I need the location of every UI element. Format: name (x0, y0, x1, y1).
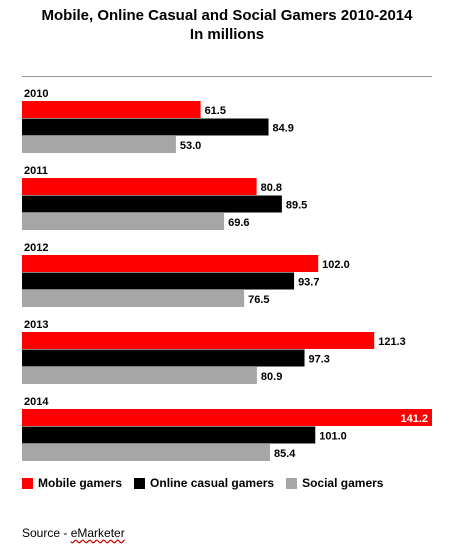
source-prefix: Source - (22, 526, 71, 540)
chart-title-line-2: In millions (189, 26, 265, 43)
bar-2013-social-gamers (22, 367, 257, 384)
legend-swatch-online-casual (134, 477, 146, 489)
legend-item-mobile: Mobile gamers (22, 476, 122, 490)
value-label-2013-mobile-gamers: 121.3 (378, 336, 406, 348)
bar-2011-online-casual-gamers (22, 195, 282, 213)
legend-label-social: Social gamers (302, 476, 384, 490)
bar-2010-online-casual-gamers (22, 118, 269, 136)
legend-item-social: Social gamers (286, 476, 383, 490)
chart-legend: Mobile gamers Online casual gamers Socia… (22, 476, 395, 490)
value-label-2014-online-casual-gamers: 101.0 (319, 430, 347, 442)
bar-2011-social-gamers (22, 213, 225, 230)
bar-2012-online-casual-gamers (22, 272, 295, 290)
value-label-2011-social-gamers: 69.6 (228, 217, 249, 229)
title-divider (22, 76, 432, 77)
legend-swatch-mobile (22, 477, 33, 489)
legend-label-online-casual: Online casual gamers (150, 476, 275, 490)
bar-2014-social-gamers (22, 444, 270, 461)
value-label-2011-online-casual-gamers: 89.5 (286, 199, 307, 211)
legend-item-online-casual: Online casual gamers (134, 476, 274, 490)
value-label-2012-online-casual-gamers: 93.7 (298, 276, 319, 288)
year-label-2010: 2010 (24, 88, 48, 100)
bar-2014-mobile-gamers (22, 409, 432, 426)
legend-label-mobile: Mobile gamers (38, 476, 123, 490)
chart-title: Mobile, Online Casual and Social Gamers … (0, 6, 454, 44)
bar-2012-mobile-gamers (22, 255, 319, 272)
bar-2010-mobile-gamers (22, 101, 201, 118)
value-label-2010-online-casual-gamers: 84.9 (273, 122, 294, 134)
value-label-2013-online-casual-gamers: 97.3 (309, 353, 330, 365)
bar-2013-online-casual-gamers (22, 349, 305, 367)
value-label-2010-mobile-gamers: 61.5 (205, 105, 226, 117)
year-label-2011: 2011 (24, 165, 48, 177)
value-label-2011-mobile-gamers: 80.8 (261, 182, 282, 194)
legend-swatch-social (286, 477, 298, 489)
year-label-2012: 2012 (24, 242, 48, 254)
source-name: eMarketer (70, 526, 125, 540)
value-label-2014-social-gamers: 85.4 (274, 448, 296, 460)
value-label-2010-social-gamers: 53.0 (180, 140, 201, 152)
bar-2011-mobile-gamers (22, 178, 257, 195)
year-label-2013: 2013 (24, 319, 48, 331)
year-label-2014: 2014 (24, 396, 49, 408)
source-note: Source - eMarketer (22, 526, 125, 540)
bar-2014-online-casual-gamers (22, 426, 316, 444)
bar-chart: 2010 61.5 84.9 53.0 2011 80.8 89.5 69.6 2012 102.… (22, 88, 432, 461)
bar-2013-mobile-gamers (22, 332, 375, 349)
value-label-2012-social-gamers: 76.5 (248, 294, 269, 306)
value-label-2013-social-gamers: 80.9 (261, 371, 282, 383)
chart-title-line-1: Mobile, Online Casual and Social Gamers … (41, 7, 413, 24)
value-label-2014-mobile-gamers: 141.2 (400, 413, 428, 425)
bar-2012-social-gamers (22, 290, 245, 307)
bar-2010-social-gamers (22, 136, 176, 153)
value-label-2012-mobile-gamers: 102.0 (322, 259, 350, 271)
